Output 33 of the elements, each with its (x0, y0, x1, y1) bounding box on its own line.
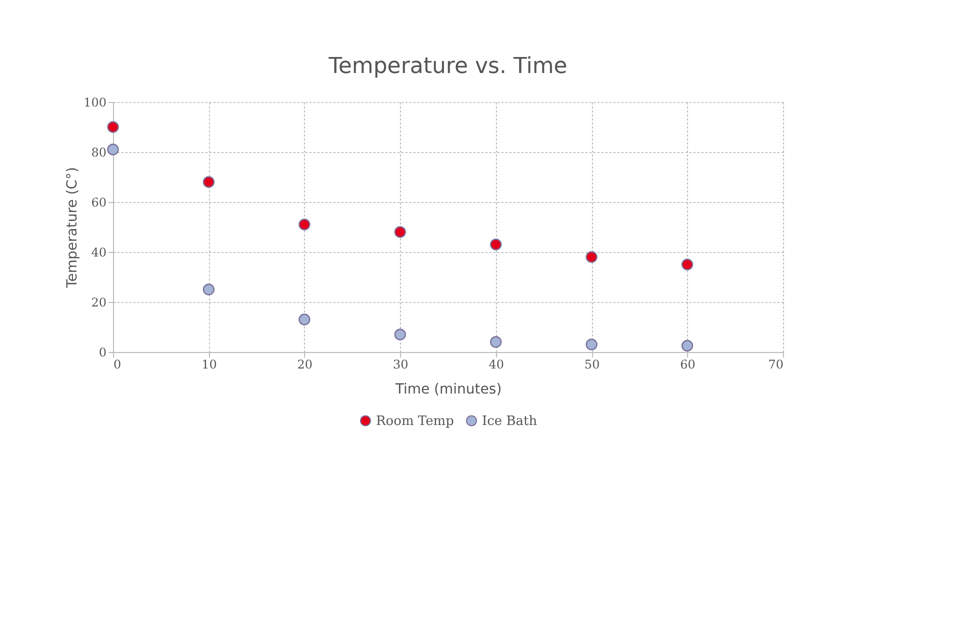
y-tick-label: 40 (91, 246, 106, 260)
point (107, 144, 119, 156)
x-tick-label: 20 (297, 358, 313, 372)
chart-title: Temperature vs. Time (328, 54, 568, 79)
point (298, 218, 310, 230)
point (586, 251, 598, 263)
point (394, 226, 406, 238)
point (681, 340, 694, 352)
x-tick-label: 50 (584, 358, 600, 372)
y-tick-label: 20 (91, 296, 106, 310)
y-axis-title: Temperature (C°) (64, 167, 81, 289)
y-tick-label: 0 (98, 346, 106, 360)
x-tick-label: 0 (114, 358, 122, 372)
y-tick-label: 60 (91, 196, 106, 210)
x-axis-title: Time (minutes) (394, 382, 502, 398)
x-tick-label: 60 (680, 358, 696, 372)
x-tick-label: 10 (202, 358, 217, 372)
x-tick-label: 30 (393, 358, 408, 372)
point (681, 258, 694, 270)
point (394, 328, 406, 340)
x-tick-label: 70 (768, 358, 784, 372)
point (107, 121, 119, 133)
x-tick-label: 40 (488, 358, 504, 372)
point (298, 314, 310, 326)
y-tick-label: 80 (91, 146, 106, 160)
point (586, 338, 598, 350)
legend-label: Ice Bath (482, 414, 538, 429)
point (490, 238, 502, 250)
point (490, 336, 502, 348)
legend-label: Room Temp (376, 414, 454, 429)
point (202, 176, 215, 188)
point (202, 284, 215, 296)
y-tick-label: 100 (84, 96, 106, 110)
